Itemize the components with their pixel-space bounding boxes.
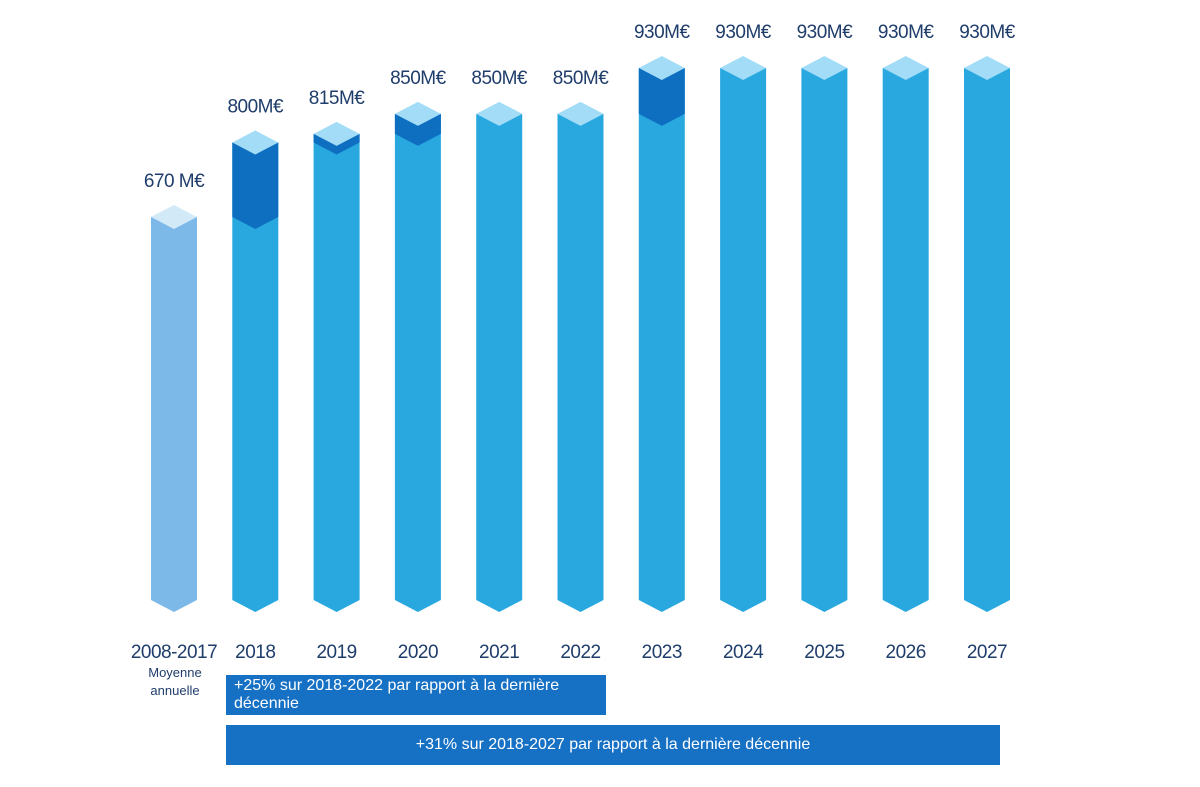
category-label-2019: 2019 (316, 642, 356, 663)
bar-cap-2020 (394, 101, 441, 126)
bar-cap-2022 (557, 101, 604, 126)
category-label-2022: 2022 (560, 642, 600, 663)
bar-body-2024 (720, 68, 767, 612)
bar-increment-2018 (232, 142, 279, 229)
bar-2021 (476, 101, 523, 612)
value-label-2022: 850M€ (553, 68, 610, 89)
bar-cap-2025 (801, 56, 848, 80)
value-label-2020: 850M€ (390, 68, 447, 89)
bar-body-2023 (638, 68, 685, 612)
bar-increment-2020 (394, 113, 441, 146)
category-label-2027: 2027 (967, 642, 1007, 663)
value-label-2024: 930M€ (715, 22, 772, 43)
value-label-2021: 850M€ (471, 68, 528, 89)
bar-cap-2018 (232, 130, 279, 155)
annotation-text-2018-2027: +31% sur 2018-2027 par rapport à la dern… (415, 736, 811, 753)
bar-body-2026 (882, 68, 929, 612)
value-label-2026: 930M€ (878, 22, 935, 43)
bar-2024 (720, 56, 767, 612)
bar-cap-2008-2017 (151, 205, 197, 229)
bar-body-2020 (394, 113, 441, 612)
value-label-2018: 800M€ (227, 97, 284, 118)
annotation-banner-2018-2022: +25% sur 2018-2022 par rapport à la dern… (226, 675, 606, 715)
value-label-2023: 930M€ (634, 22, 691, 43)
value-label-2025: 930M€ (797, 22, 854, 43)
bar-2022 (557, 101, 604, 612)
category-sublabel: Moyenne annuelle (125, 664, 225, 700)
annotation-banner-2018-2027: +31% sur 2018-2027 par rapport à la dern… (226, 725, 1000, 765)
bar-cap-2023 (638, 56, 685, 80)
bar-cap-2019 (313, 121, 360, 146)
bar-2018 (232, 130, 279, 612)
bar-increment-2023 (638, 68, 685, 126)
bar-body-2019 (313, 133, 360, 612)
bar-cap-2027 (964, 56, 1010, 80)
category-sublabel-line-2: annuelle (150, 683, 200, 698)
category-label-2026: 2026 (886, 642, 926, 663)
category-label-2025: 2025 (804, 642, 844, 663)
bar-2026 (882, 56, 929, 612)
bar-body-2018 (232, 142, 279, 612)
category-label-2008-2017: 2008-2017 (131, 642, 217, 663)
value-label-2008-2017: 670 M€ (144, 171, 205, 192)
value-label-2027: 930M€ (959, 22, 1016, 43)
annotation-text-2018-2022: +25% sur 2018-2022 par rapport à la dern… (234, 677, 560, 712)
category-sublabel-line-1: Moyenne (148, 665, 202, 680)
bar-cap-2026 (882, 56, 929, 80)
category-label-2020: 2020 (398, 642, 438, 663)
bar-2027 (964, 56, 1010, 612)
category-label-2018: 2018 (235, 642, 275, 663)
category-label-2023: 2023 (642, 642, 682, 663)
value-label-2019: 815M€ (309, 88, 366, 109)
bar-2023 (638, 56, 685, 612)
bar-2019 (313, 121, 360, 612)
bar-cap-2021 (476, 101, 523, 126)
category-label-2024: 2024 (723, 642, 764, 663)
bar-cap-2024 (720, 56, 767, 80)
bar-body-2025 (801, 68, 848, 612)
bar-body-2021 (476, 113, 523, 612)
bar-body-2027 (964, 68, 1010, 612)
category-label-2021: 2021 (479, 642, 519, 663)
bar-2020 (394, 101, 441, 612)
bar-2025 (801, 56, 848, 612)
bar-body-2022 (557, 113, 604, 612)
bar-body-2008-2017 (151, 217, 197, 612)
bar-2008-2017 (151, 205, 197, 612)
